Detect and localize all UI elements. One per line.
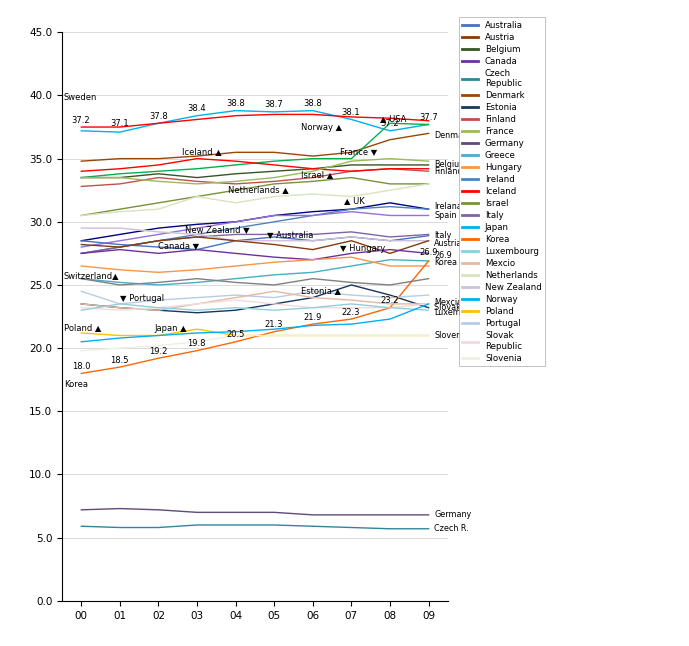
Text: 38.8: 38.8: [303, 99, 322, 108]
Legend: Australia, Austria, Belgium, Canada, Czech
Republic, Denmark, Estonia, Finland, : Australia, Austria, Belgium, Canada, Cze…: [459, 17, 545, 366]
Text: 37.1: 37.1: [110, 120, 129, 129]
Text: 26.9: 26.9: [434, 251, 452, 260]
Text: 38.1: 38.1: [342, 108, 360, 117]
Text: Switzerland▲: Switzerland▲: [64, 271, 120, 280]
Text: 38.7: 38.7: [265, 100, 283, 109]
Text: Denmark: Denmark: [434, 131, 471, 140]
Text: Korea: Korea: [64, 380, 88, 388]
Text: ▲ USA: ▲ USA: [380, 114, 407, 123]
Text: ▼ Australia: ▼ Australia: [267, 231, 313, 240]
Text: Korea: Korea: [434, 258, 457, 267]
Text: 21.9: 21.9: [303, 313, 322, 322]
Text: Luxembourg: Luxembourg: [434, 308, 484, 317]
Text: 20.5: 20.5: [226, 330, 245, 339]
Text: 18.5: 18.5: [110, 355, 129, 364]
Text: 37.2: 37.2: [72, 116, 90, 125]
Text: 19.8: 19.8: [187, 339, 206, 348]
Text: 38.4: 38.4: [187, 104, 206, 113]
Text: Italy: Italy: [434, 231, 452, 240]
Text: Poland ▲: Poland ▲: [64, 323, 101, 331]
Text: Germany: Germany: [434, 510, 471, 519]
Text: Canada ▼: Canada ▼: [158, 240, 200, 249]
Text: 37.7: 37.7: [419, 113, 438, 122]
Text: 22.3: 22.3: [342, 307, 360, 317]
Text: 23.2: 23.2: [380, 296, 399, 305]
Text: Czech R.: Czech R.: [434, 525, 469, 533]
Text: Iceland ▲: Iceland ▲: [182, 147, 221, 156]
Text: ▲ UK: ▲ UK: [344, 196, 364, 205]
Text: Belgium: Belgium: [434, 160, 467, 169]
Text: 21.3: 21.3: [265, 320, 283, 329]
Text: Spain: Spain: [434, 211, 457, 220]
Text: Irelana: Irelana: [434, 202, 462, 211]
Text: Norway ▲: Norway ▲: [301, 123, 342, 132]
Text: Estonia ▲: Estonia ▲: [301, 286, 341, 295]
Text: 38.8: 38.8: [226, 99, 245, 108]
Text: 26.9: 26.9: [419, 248, 438, 257]
Text: Austria: Austria: [434, 239, 463, 248]
Text: Slovak R.: Slovak R.: [434, 303, 471, 312]
Text: 37.8: 37.8: [149, 112, 167, 121]
Text: Sweden: Sweden: [64, 93, 97, 102]
Text: Netherlands ▲: Netherlands ▲: [228, 185, 289, 194]
Text: 18.0: 18.0: [72, 362, 90, 371]
Text: Japan ▲: Japan ▲: [154, 324, 187, 333]
Text: 37.2: 37.2: [380, 120, 399, 129]
Text: Slovenia: Slovenia: [434, 331, 469, 340]
Text: France ▼: France ▼: [340, 147, 377, 156]
Text: ▼ Portugal: ▼ Portugal: [120, 294, 164, 302]
Text: ▼ Hungary: ▼ Hungary: [340, 244, 385, 253]
Text: New Zealand ▼: New Zealand ▼: [185, 225, 250, 234]
Text: 19.2: 19.2: [149, 347, 167, 356]
Text: Israel ▲: Israel ▲: [301, 170, 333, 179]
Text: Mexcio: Mexcio: [434, 298, 462, 307]
Text: Finland: Finland: [434, 167, 463, 176]
